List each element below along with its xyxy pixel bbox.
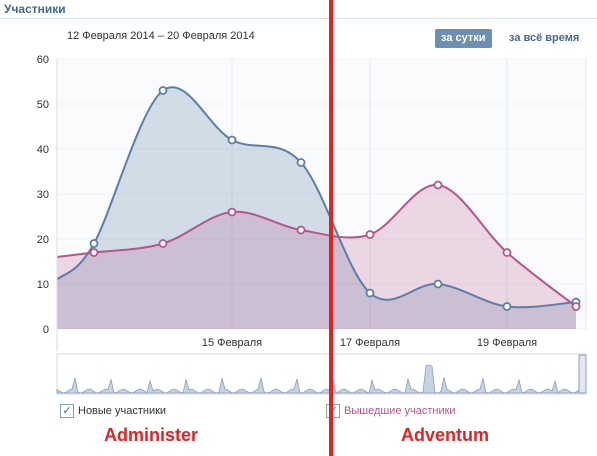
x-tick-label: 19 Февраля: [477, 337, 537, 349]
checkbox-new-members[interactable]: ✓: [60, 404, 74, 418]
data-point: [89, 239, 99, 248]
data-point: [433, 180, 443, 190]
annotation-right: Adventum: [401, 425, 490, 445]
data-point: [502, 302, 512, 311]
y-tick-label: 20: [37, 234, 49, 246]
y-tick-label: 0: [43, 324, 49, 336]
data-point: [227, 207, 237, 217]
data-point: [296, 225, 306, 235]
section-header: Участники: [0, 0, 597, 20]
series-area-2: [57, 184, 576, 329]
data-point: [296, 158, 306, 167]
navigator-handle: [578, 354, 587, 394]
data-point: [365, 288, 375, 298]
y-tick-label: 40: [37, 144, 49, 156]
y-tick-label: 10: [37, 279, 49, 291]
y-axis-ticks: 0 10 20 30 40 50 60: [37, 54, 49, 336]
y-tick-label: 60: [37, 54, 49, 66]
x-tick-label: 17 Февраля: [340, 337, 400, 349]
y-tick-label: 50: [37, 99, 49, 111]
y-tick-label: 30: [37, 189, 49, 201]
range-navigator: [56, 353, 587, 395]
data-point: [365, 230, 375, 239]
data-point: [89, 248, 99, 257]
legend-left-members-label: Вышедшие участники: [344, 405, 456, 417]
chart-grid: [56, 58, 587, 330]
x-axis-ticks: 15 Февраля 17 Февраля 19 Февраля: [56, 59, 537, 351]
period-all-time-link[interactable]: за всё время: [509, 32, 580, 44]
chart-points: [89, 86, 581, 311]
data-point: [502, 248, 512, 257]
members-chart: 0 10 20 30 40 50 60 15 Февраля 17 Февраля 19 Фев…: [37, 54, 587, 395]
chart-areas: [57, 87, 576, 329]
legend-new-members-label: Новые участники: [78, 405, 167, 417]
annotation-left: Administer: [104, 425, 199, 445]
x-tick-label: 15 Февраля: [202, 337, 262, 349]
navigator-sparkline: [56, 364, 587, 394]
data-point: [227, 135, 237, 145]
series-area-1: [57, 87, 576, 329]
navigator-frame: [56, 353, 587, 395]
series-line-2: [56, 183, 577, 308]
data-point: [571, 302, 581, 311]
header-divider: [0, 18, 597, 19]
data-point: [158, 239, 168, 248]
section-title: Участники: [4, 2, 66, 16]
data-point: [433, 279, 443, 289]
data-point: [158, 86, 168, 95]
period-day-button[interactable]: за сутки: [435, 29, 492, 48]
date-range: 12 Февраля 2014 – 20 Февраля 2014: [67, 30, 255, 42]
red-divider-line: [329, 0, 333, 456]
